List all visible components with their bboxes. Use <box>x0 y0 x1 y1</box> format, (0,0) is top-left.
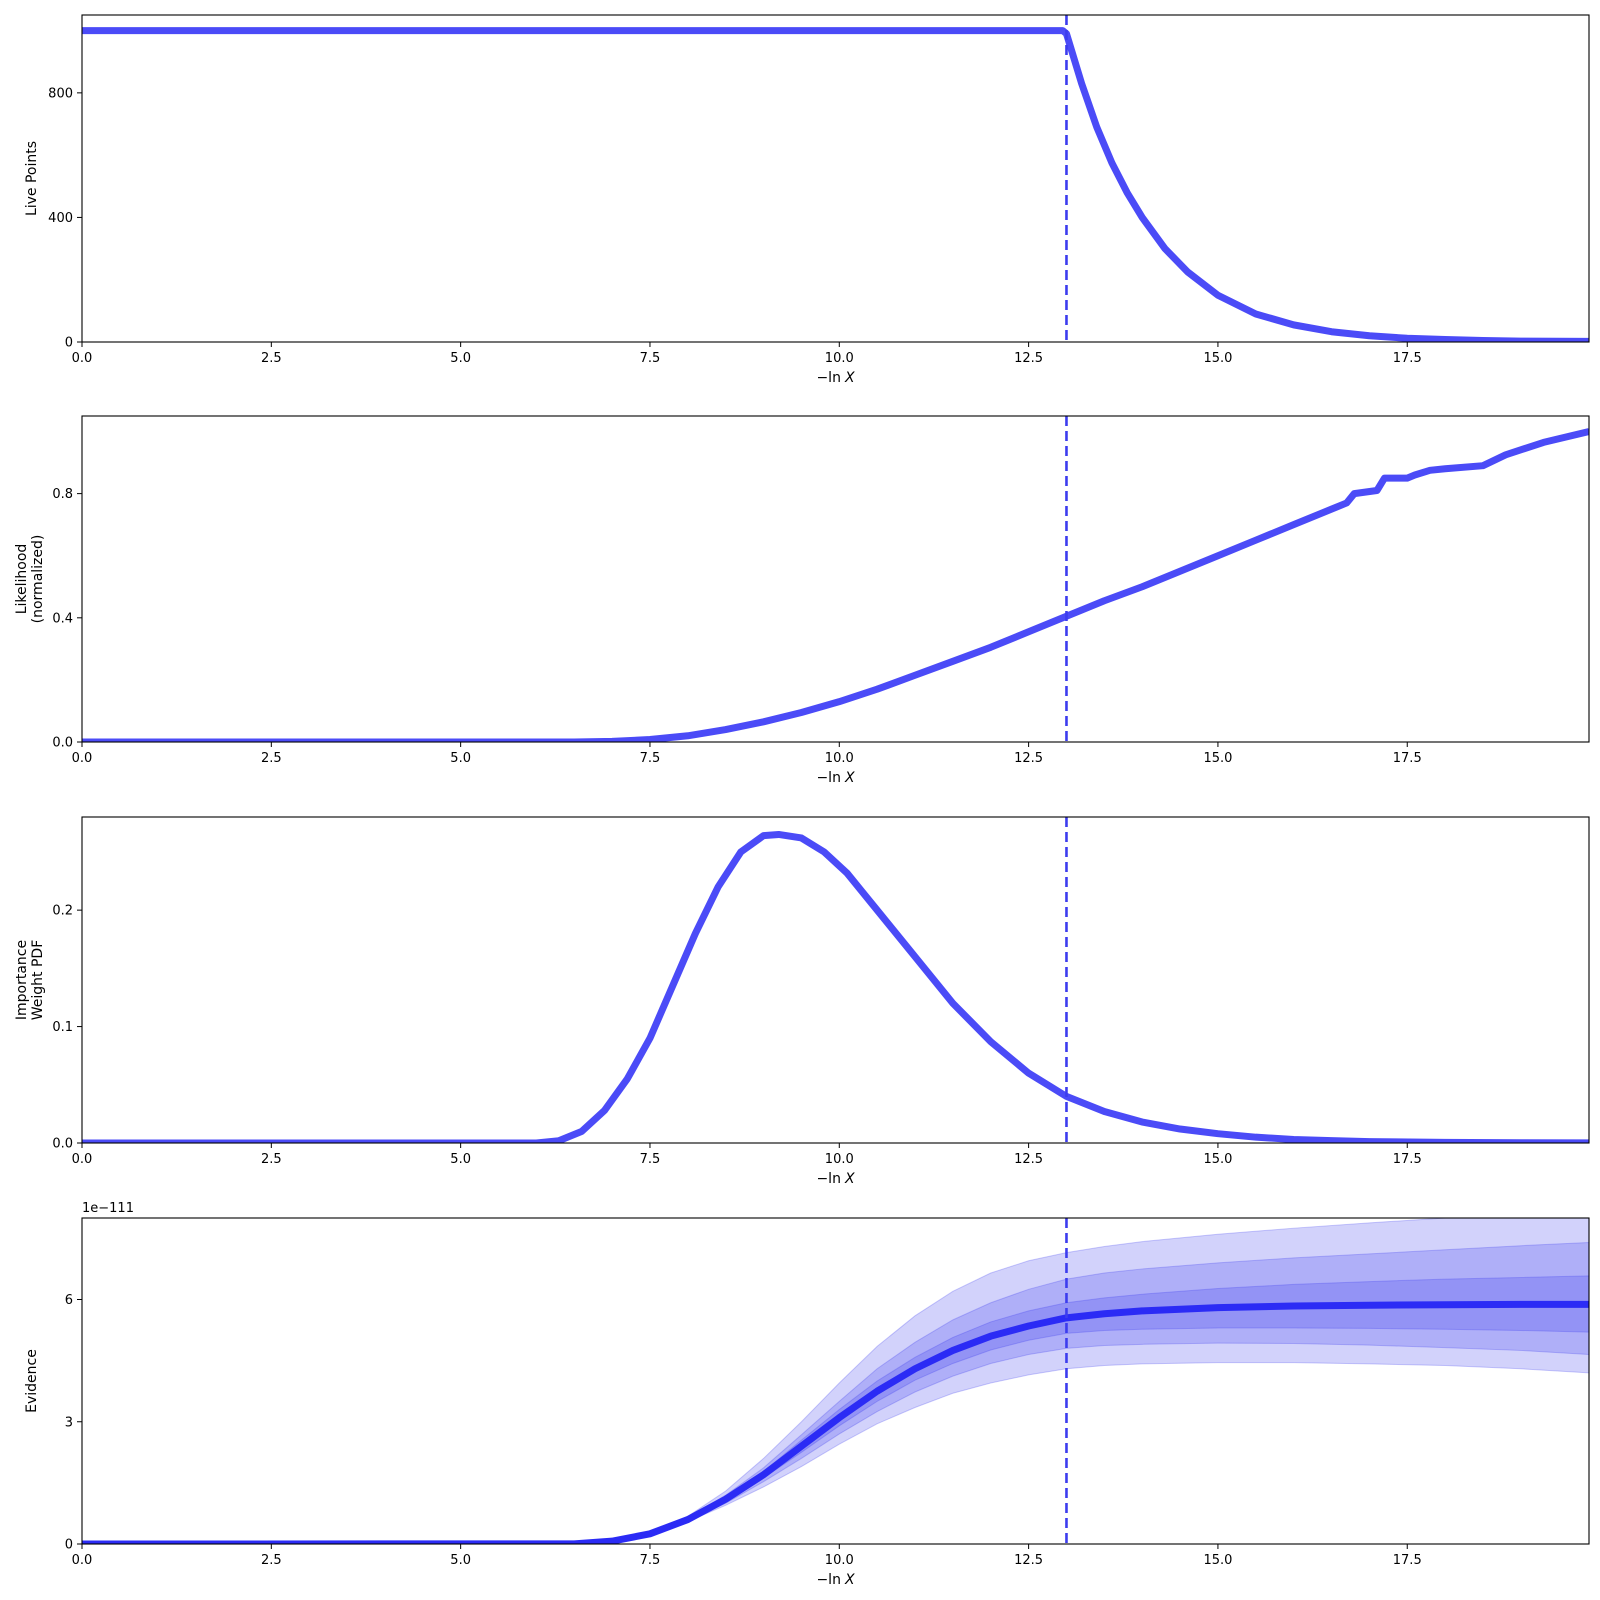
y-tick-label: 0 <box>65 336 73 351</box>
axes-frame <box>81 415 1590 743</box>
y-tick-label: 0.1 <box>52 1020 73 1035</box>
axes-frame <box>81 816 1590 1144</box>
series-line <box>82 428 1589 742</box>
plot-area <box>82 416 1589 742</box>
x-axis-label: −ln X <box>816 1171 855 1187</box>
panel-4: 0.0 2.5 5.0 7.5 10.0 12.5 15.0 17.5 0 3 6 −ln X Evide… <box>24 1201 1590 1588</box>
plot-area <box>82 817 1589 1143</box>
x-tick-label: 7.5 <box>640 1553 661 1568</box>
x-tick-label: 2.5 <box>261 1152 282 1167</box>
series-line <box>82 830 1589 1143</box>
x-tick-label: 15.0 <box>1203 351 1232 366</box>
x-axis-label: −ln X <box>816 370 855 386</box>
x-tick-label: 7.5 <box>640 1152 661 1167</box>
x-tick-label: 15.0 <box>1203 1152 1232 1167</box>
y-tick-label: 0.4 <box>52 611 73 626</box>
y-tick-label: 0.0 <box>52 736 73 751</box>
x-tick-label: 5.0 <box>450 751 471 766</box>
x-tick-label: 17.5 <box>1393 1152 1422 1167</box>
x-tick-label: 0.0 <box>72 751 93 766</box>
y-axis-label: (normalized) <box>30 535 46 624</box>
x-tick-label: 5.0 <box>450 351 471 366</box>
plot-area <box>82 15 1589 342</box>
x-tick-label: 12.5 <box>1014 1152 1043 1167</box>
y-axis-label: Likelihood <box>14 544 30 615</box>
x-tick-label: 10.0 <box>825 751 854 766</box>
x-tick-label: 17.5 <box>1393 751 1422 766</box>
x-tick-label: 0.0 <box>72 1152 93 1167</box>
series-line <box>82 27 1589 342</box>
x-tick-label: 0.0 <box>72 1553 93 1568</box>
y-axis-label: Importance <box>14 940 30 1020</box>
x-tick-label: 17.5 <box>1393 1553 1422 1568</box>
x-axis-label: −ln X <box>816 1572 855 1588</box>
x-tick-label: 12.5 <box>1014 1553 1043 1568</box>
x-tick-label: 0.0 <box>72 351 93 366</box>
x-tick-label: 2.5 <box>261 351 282 366</box>
x-tick-label: 10.0 <box>825 1553 854 1568</box>
plot-area <box>82 1218 1589 1544</box>
y-offset-label: 1e−111 <box>82 1201 134 1216</box>
x-tick-label: 12.5 <box>1014 751 1043 766</box>
x-axis-label: −ln X <box>816 770 855 786</box>
panel-1: 0.0 2.5 5.0 7.5 10.0 12.5 15.0 17.5 0 400 800 −ln X L… <box>24 14 1590 386</box>
panel-3: 0.0 2.5 5.0 7.5 10.0 12.5 15.0 17.5 0.0 0.1 0.2 −ln… <box>14 816 1590 1187</box>
y-tick-label: 0 <box>65 1538 73 1553</box>
x-tick-label: 7.5 <box>640 751 661 766</box>
y-tick-label: 800 <box>48 86 73 101</box>
y-axis-label: Evidence <box>24 1349 40 1413</box>
x-tick-label: 10.0 <box>825 351 854 366</box>
x-tick-label: 7.5 <box>640 351 661 366</box>
series-line <box>82 1300 1589 1544</box>
y-tick-label: 0.8 <box>52 487 73 502</box>
axes-frame <box>81 1217 1590 1545</box>
x-tick-label: 5.0 <box>450 1152 471 1167</box>
x-tick-label: 2.5 <box>261 1553 282 1568</box>
x-tick-label: 10.0 <box>825 1152 854 1167</box>
x-tick-label: 5.0 <box>450 1553 471 1568</box>
axes-frame <box>81 14 1590 343</box>
x-tick-label: 17.5 <box>1393 351 1422 366</box>
y-tick-label: 0.0 <box>52 1137 73 1152</box>
x-tick-label: 2.5 <box>261 751 282 766</box>
y-tick-label: 3 <box>65 1415 73 1430</box>
panel-2: 0.0 2.5 5.0 7.5 10.0 12.5 15.0 17.5 0.0 0.4 0.8 −ln… <box>14 415 1590 786</box>
x-tick-label: 12.5 <box>1014 351 1043 366</box>
x-tick-label: 15.0 <box>1203 1553 1232 1568</box>
y-axis-label: Live Points <box>24 141 40 216</box>
y-tick-label: 0.2 <box>52 904 73 919</box>
x-tick-label: 15.0 <box>1203 751 1232 766</box>
y-tick-label: 400 <box>48 211 73 226</box>
y-tick-label: 6 <box>65 1293 73 1308</box>
confidence-band-1 <box>82 1218 1589 1544</box>
confidence-band-2 <box>82 1241 1589 1544</box>
y-axis-label: Weight PDF <box>30 940 46 1021</box>
